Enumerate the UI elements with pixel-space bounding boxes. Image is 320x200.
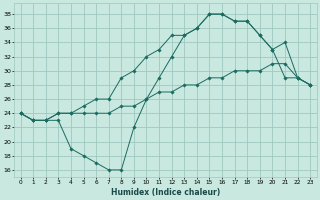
X-axis label: Humidex (Indice chaleur): Humidex (Indice chaleur): [111, 188, 220, 197]
